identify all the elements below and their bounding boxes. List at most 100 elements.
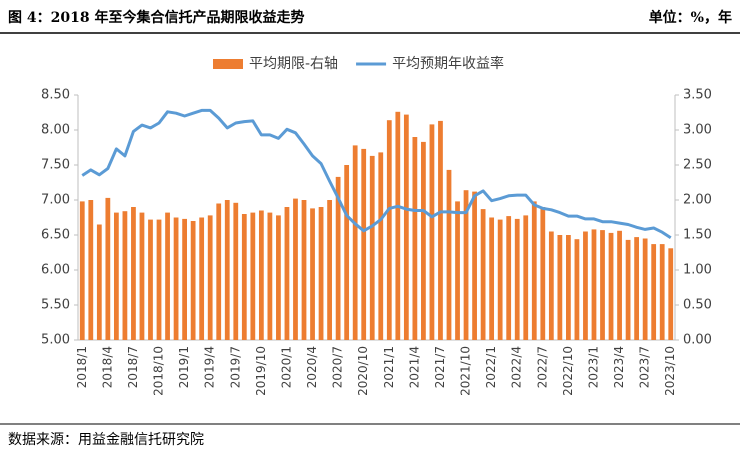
x-tick-label: 2018/1 <box>75 346 89 388</box>
bar <box>165 212 170 340</box>
legend-label: 平均期限-右轴 <box>249 56 338 72</box>
bar <box>327 200 332 340</box>
bar <box>548 231 554 340</box>
x-tick-label: 2023/1 <box>586 346 600 388</box>
x-tick-label: 2020/1 <box>279 346 293 388</box>
x-tick-label: 2019/7 <box>228 346 242 388</box>
bar <box>293 198 298 340</box>
y-tick-label: 8.50 <box>41 88 70 103</box>
bar <box>617 230 622 340</box>
x-tick-label: 2023/7 <box>638 346 652 388</box>
bar <box>472 191 477 340</box>
bar <box>199 217 205 340</box>
y-tick-label: 6.00 <box>41 263 70 278</box>
bar <box>574 239 580 340</box>
bar <box>182 218 187 340</box>
bar <box>642 238 648 340</box>
y2-tick-label: 1.00 <box>683 263 712 278</box>
bar <box>489 217 495 340</box>
unit-label: 单位：%，年 <box>649 9 732 26</box>
bar <box>463 190 469 340</box>
y2-tick-label: 3.50 <box>683 88 712 103</box>
bar <box>583 231 588 340</box>
bar <box>600 230 605 340</box>
bar <box>378 152 384 340</box>
bar <box>566 235 571 340</box>
y-tick-label: 8.00 <box>41 123 70 138</box>
bar <box>395 111 401 340</box>
y2-tick-label: 2.00 <box>683 193 712 208</box>
bar <box>105 197 111 340</box>
y-tick-label: 5.50 <box>41 298 70 313</box>
bar <box>216 203 222 340</box>
x-tick-label: 2020/4 <box>305 346 319 388</box>
y-tick-label: 7.00 <box>41 193 70 208</box>
x-tick-label: 2018/7 <box>126 346 140 388</box>
bar <box>224 200 230 340</box>
bar <box>403 114 409 340</box>
legend-swatch <box>213 59 243 69</box>
bar <box>173 217 179 340</box>
bar <box>523 215 529 340</box>
x-tick-label: 2019/4 <box>203 346 217 388</box>
bar <box>156 219 162 340</box>
y2-tick-label: 1.50 <box>683 228 712 243</box>
x-tick-label: 2022/1 <box>484 346 498 388</box>
bar <box>233 202 239 340</box>
bar <box>634 237 640 340</box>
bar <box>540 207 546 340</box>
y2-tick-label: 2.50 <box>683 158 712 173</box>
x-tick-label: 2019/1 <box>177 346 191 388</box>
bar <box>455 201 460 340</box>
x-tick-label: 2022/10 <box>561 346 575 396</box>
bar <box>591 229 597 340</box>
bar <box>335 176 341 340</box>
bar <box>659 244 665 340</box>
bar <box>139 212 145 340</box>
source: 数据来源：用益金融信托研究院 <box>8 432 204 448</box>
y-tick-label: 5.00 <box>41 333 70 348</box>
x-tick-label: 2023/10 <box>663 346 677 396</box>
bar <box>438 120 443 341</box>
line <box>81 108 672 240</box>
bar <box>96 224 102 340</box>
bar <box>557 235 563 340</box>
chart-title: 图 4：2018 年至今集合信托产品期限收益走势 <box>8 9 304 26</box>
x-tick-label: 2022/7 <box>535 346 549 388</box>
bar <box>113 212 119 340</box>
bar <box>412 137 418 340</box>
bar <box>361 148 367 340</box>
bar <box>79 201 85 340</box>
bar <box>421 141 426 340</box>
bar <box>148 219 153 340</box>
bar <box>131 207 136 340</box>
bar <box>241 214 247 340</box>
bar <box>668 248 674 340</box>
legend-label: 平均预期年收益率 <box>392 55 504 72</box>
bar <box>258 210 264 340</box>
bar <box>276 215 281 340</box>
bar <box>446 169 452 340</box>
x-tick-label: 2021/10 <box>459 346 473 396</box>
bar <box>625 239 631 340</box>
bar <box>514 218 520 340</box>
bar <box>88 200 94 340</box>
bar <box>284 207 290 340</box>
x-tick-label: 2021/1 <box>382 346 396 388</box>
bar <box>301 200 307 340</box>
x-tick-label: 2022/4 <box>510 346 524 388</box>
x-tick-label: 2020/7 <box>331 346 345 388</box>
bar <box>531 201 537 340</box>
x-tick-label: 2018/10 <box>152 346 166 396</box>
x-tick-label: 2020/10 <box>356 346 370 396</box>
bar <box>250 212 256 340</box>
bar <box>190 221 196 340</box>
y2-tick-label: 0.50 <box>683 298 712 313</box>
bar <box>344 165 350 340</box>
x-tick-label: 2023/4 <box>612 346 626 388</box>
x-tick-label: 2021/4 <box>407 346 421 388</box>
bar <box>310 208 315 340</box>
bar <box>318 207 324 340</box>
y2-tick-label: 3.00 <box>683 123 712 138</box>
